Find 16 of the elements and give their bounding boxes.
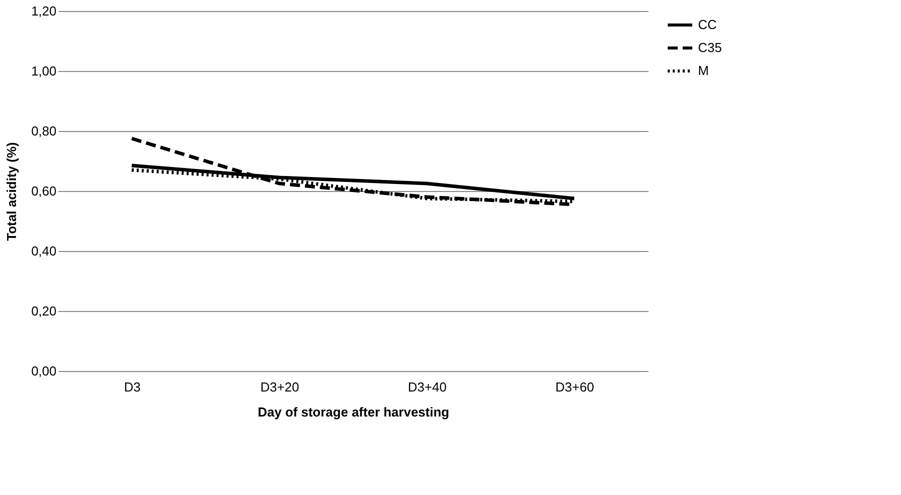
legend-label: CC — [698, 17, 717, 32]
y-tick-label: 0,60 — [31, 184, 56, 198]
y-axis-title: Total acidity (%) — [4, 142, 20, 241]
x-axis-title: Day of storage after harvesting — [258, 404, 450, 420]
y-tick-label: 1,00 — [31, 64, 56, 78]
x-tick-label: D3+20 — [260, 380, 300, 394]
y-tick-label: 0,20 — [31, 304, 56, 318]
x-tick-label: D3 — [124, 380, 141, 394]
y-tick-label: 1,20 — [31, 4, 56, 18]
legend-label: M — [698, 63, 709, 78]
x-tick-label: D3+40 — [408, 380, 447, 394]
y-tick-label: 0,00 — [31, 364, 56, 378]
y-tick-label: 0,80 — [31, 124, 56, 138]
legend-label: C35 — [698, 40, 722, 55]
y-tick-label: 0,40 — [31, 244, 56, 258]
x-tick-label: D3+60 — [555, 380, 594, 394]
